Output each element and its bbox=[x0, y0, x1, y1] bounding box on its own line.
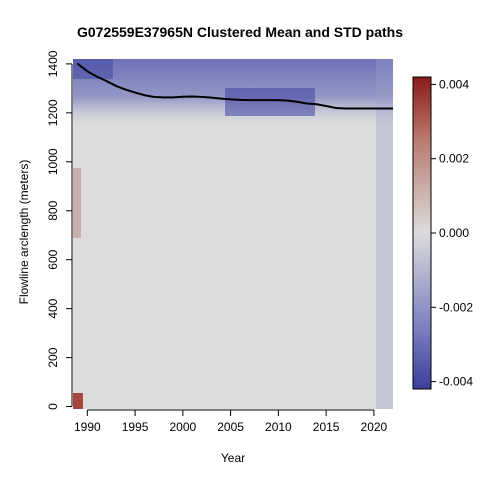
series-point bbox=[392, 107, 393, 110]
series-point bbox=[287, 99, 289, 102]
chart-title: G072559E37965N Clustered Mean and STD pa… bbox=[77, 24, 403, 40]
series-point bbox=[382, 107, 385, 110]
series-line bbox=[77, 63, 393, 110]
series-point bbox=[325, 105, 328, 107]
series-point bbox=[239, 98, 242, 101]
series-point bbox=[105, 80, 108, 82]
series-point bbox=[191, 95, 194, 98]
x-tick-label: 2015 bbox=[313, 420, 340, 434]
series-point bbox=[124, 88, 127, 91]
colorbar-tick-label: 0.002 bbox=[439, 152, 469, 166]
series-point bbox=[229, 98, 232, 101]
colorbar-tick-label: -0.002 bbox=[439, 300, 473, 314]
y-tick-label: 600 bbox=[46, 249, 60, 269]
x-tick-label: 2005 bbox=[217, 420, 244, 434]
series-point bbox=[153, 96, 156, 98]
series-point bbox=[172, 96, 175, 99]
heatmap-bottom-red-patch bbox=[73, 393, 83, 409]
colorbar: 0.004 0.002 0.000 -0.002 -0.004 bbox=[412, 76, 473, 390]
heatmap-left-red-strip bbox=[73, 168, 81, 238]
y-axis: 0 200 400 600 800 1000 1200 1400 bbox=[46, 50, 73, 410]
colorbar-scale bbox=[412, 76, 432, 390]
x-tick-label: 2020 bbox=[361, 420, 388, 434]
x-tick-label: 2000 bbox=[169, 420, 196, 434]
series-point bbox=[315, 103, 318, 106]
series-point bbox=[95, 75, 98, 78]
y-tick-label: 0 bbox=[46, 403, 60, 410]
series-point bbox=[143, 94, 146, 97]
series-point bbox=[76, 62, 79, 65]
series-point bbox=[248, 99, 251, 102]
colorbar-tick-label: 0.004 bbox=[439, 77, 469, 91]
x-tick-label: 1990 bbox=[74, 420, 101, 434]
series-point bbox=[306, 102, 308, 105]
series-point bbox=[210, 96, 213, 99]
series-point bbox=[267, 99, 270, 102]
series-point bbox=[334, 107, 337, 109]
series-point bbox=[181, 95, 184, 98]
series-point bbox=[86, 70, 89, 73]
series-point bbox=[363, 107, 366, 110]
y-tick-label: 1000 bbox=[46, 148, 60, 175]
x-tick-label: 1995 bbox=[122, 420, 149, 434]
y-tick-label: 1200 bbox=[46, 99, 60, 126]
y-tick-label: 400 bbox=[46, 298, 60, 318]
series-point bbox=[220, 97, 222, 100]
heatmap-right-edge-strip bbox=[376, 59, 393, 409]
series-point bbox=[258, 99, 261, 102]
series-point bbox=[277, 99, 280, 102]
series-point bbox=[372, 107, 375, 110]
series-point bbox=[162, 96, 165, 99]
series-layer bbox=[76, 62, 393, 110]
y-tick-label: 200 bbox=[46, 347, 60, 367]
colorbar-ticks: 0.004 0.002 0.000 -0.002 -0.004 bbox=[431, 77, 473, 389]
x-axis-label: Year bbox=[221, 451, 245, 465]
series-point bbox=[344, 107, 347, 110]
y-axis-label: Flowline arclength (meters) bbox=[17, 160, 31, 305]
y-tick-label: 800 bbox=[46, 200, 60, 220]
series-point bbox=[353, 107, 356, 110]
colorbar-tick-label: -0.004 bbox=[439, 375, 473, 389]
series-point bbox=[115, 85, 117, 87]
colorbar-tick-label: 0.000 bbox=[439, 226, 469, 240]
series-point bbox=[201, 96, 203, 98]
series-point bbox=[134, 91, 136, 94]
x-tick-label: 2010 bbox=[265, 420, 292, 434]
heatmap-field bbox=[73, 59, 393, 409]
series-point bbox=[296, 100, 299, 103]
x-axis: 1990 1995 2000 2005 2010 2015 2020 bbox=[74, 409, 388, 434]
heatmap-corner-blue-patch bbox=[73, 59, 113, 79]
y-tick-label: 1400 bbox=[46, 50, 60, 77]
